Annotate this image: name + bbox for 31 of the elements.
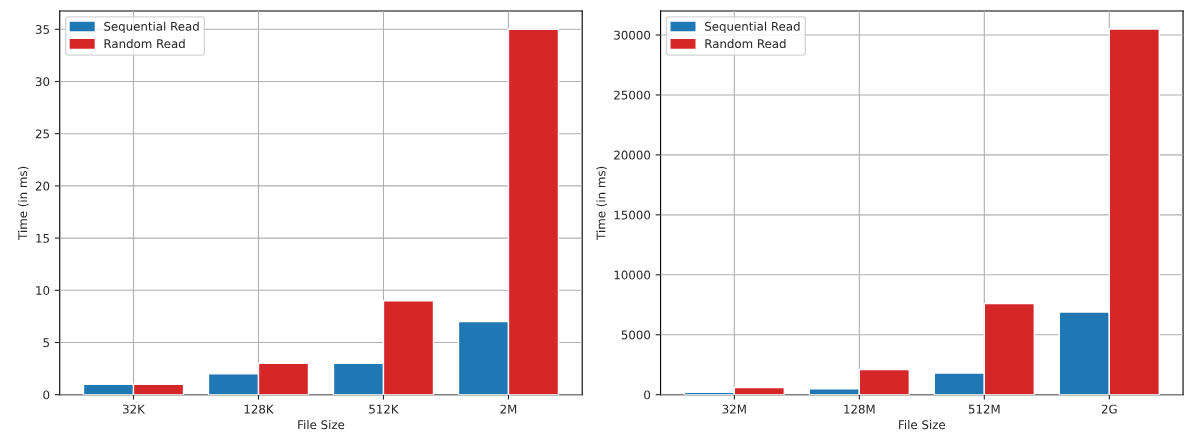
y-tick-label: 5000 bbox=[621, 330, 651, 340]
legend-label: Random Read bbox=[705, 38, 786, 49]
y-tick-label: 25000 bbox=[614, 90, 651, 100]
x-tick-label: 512M bbox=[968, 404, 1000, 414]
y-tick-label: 30000 bbox=[614, 30, 651, 40]
y-tick-label: 20000 bbox=[614, 150, 651, 160]
y-tick-label: 25 bbox=[35, 129, 49, 139]
y-tick-label: 5 bbox=[43, 338, 49, 348]
y-tick-label: 10 bbox=[36, 286, 50, 295]
y-axis-title: Time (in ms) bbox=[18, 166, 29, 240]
y-tick-label: 0 bbox=[43, 390, 50, 400]
y-tick-label: 20 bbox=[35, 181, 50, 191]
x-tick-label: 128M bbox=[844, 404, 875, 414]
y-tick-label: 35 bbox=[35, 25, 49, 34]
legend-label: Random Read bbox=[104, 38, 185, 49]
y-tick-label: 15000 bbox=[614, 210, 651, 220]
x-tick-label: 32M bbox=[722, 404, 746, 414]
y-tick-label: 30 bbox=[35, 77, 50, 87]
x-tick-label: 2M bbox=[500, 404, 517, 414]
y-axis-title: Time (in ms) bbox=[596, 166, 607, 240]
x-tick-label: 32K bbox=[123, 404, 146, 414]
y-tick-label: 0 bbox=[644, 390, 651, 400]
x-axis-title: File Size bbox=[899, 420, 946, 430]
y-tick-label: 10000 bbox=[614, 270, 651, 280]
legend-label: Sequential Read bbox=[104, 21, 199, 34]
x-tick-label: 128K bbox=[244, 404, 274, 414]
legend-label: Sequential Read bbox=[705, 21, 800, 34]
y-tick-label: 15 bbox=[36, 233, 49, 243]
x-tick-label: 512K bbox=[369, 404, 399, 414]
x-axis-title: File Size bbox=[298, 420, 345, 430]
x-tick-label: 2G bbox=[1101, 404, 1117, 414]
